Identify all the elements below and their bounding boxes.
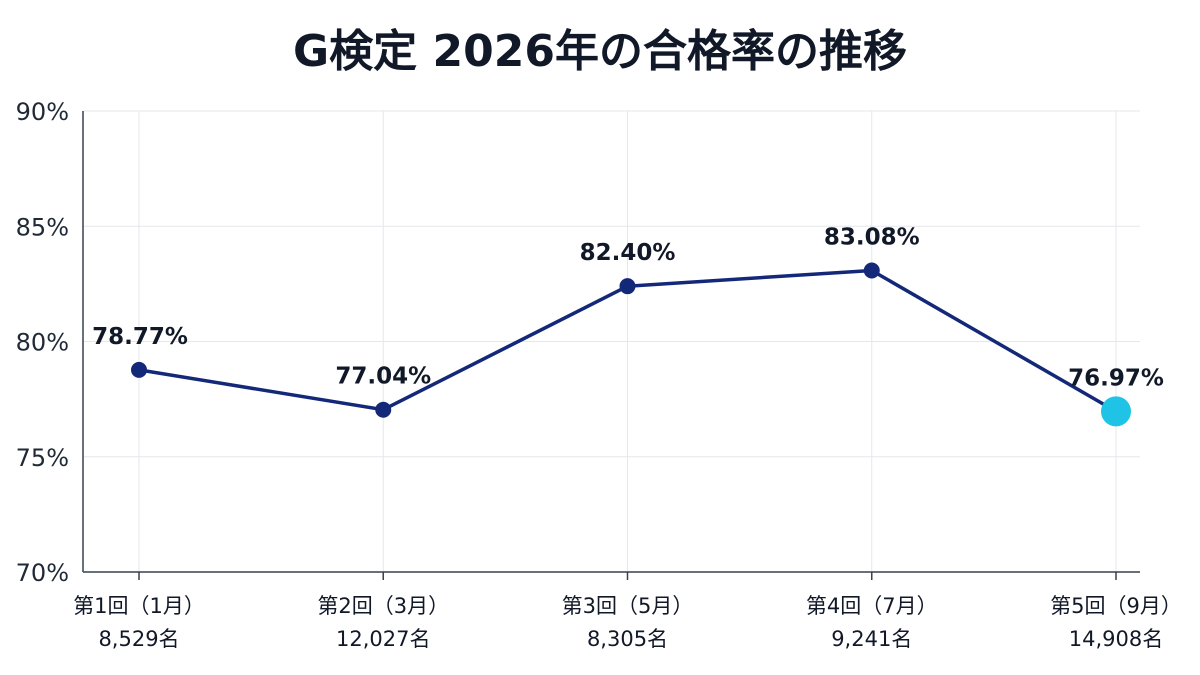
data-label: 76.97% xyxy=(1068,365,1164,391)
x-tick-sublabel: 12,027名 xyxy=(336,627,430,651)
x-tick-label: 第3回（5月） xyxy=(562,594,694,618)
data-label: 83.08% xyxy=(824,225,920,251)
highlight-data-point xyxy=(1101,396,1131,427)
x-tick-label: 第4回（7月） xyxy=(806,594,938,618)
x-tick-label: 第2回（3月） xyxy=(317,594,449,618)
data-point xyxy=(375,401,392,418)
x-tick-sublabel: 8,305名 xyxy=(587,627,668,651)
y-axis-ticks: 70% 75% 80% 85% 90% xyxy=(16,98,69,587)
x-tick-sublabel: 9,241名 xyxy=(831,627,912,651)
x-tick-label: 第5回（9月） xyxy=(1050,594,1182,618)
data-point xyxy=(863,262,880,279)
chart-title: G検定 2026年の合格率の推移 xyxy=(293,26,907,77)
x-tick-sublabel: 8,529名 xyxy=(98,627,179,651)
data-point xyxy=(131,361,147,378)
y-tick-label: 75% xyxy=(16,444,69,472)
x-tick-label: 第1回（1月） xyxy=(73,594,205,618)
data-label: 78.77% xyxy=(92,324,188,350)
y-tick-label: 80% xyxy=(16,329,69,357)
y-tick-label: 70% xyxy=(16,559,69,587)
y-tick-label: 85% xyxy=(16,213,69,241)
data-point xyxy=(619,278,636,295)
x-axis-ticks: 第1回（1月） 8,529名 第2回（3月） 12,027名 第3回（5月） 8,305名… xyxy=(73,572,1182,651)
x-tick-sublabel: 14,908名 xyxy=(1069,627,1163,651)
grid-lines xyxy=(83,110,1140,572)
data-label: 82.40% xyxy=(580,240,676,266)
data-label: 77.04% xyxy=(335,364,431,390)
axes xyxy=(82,111,1140,573)
y-tick-label: 90% xyxy=(16,98,69,126)
data-labels: 78.77% 77.04% 82.40% 83.08% 76.97% xyxy=(92,225,1164,392)
data-points xyxy=(131,262,1131,427)
